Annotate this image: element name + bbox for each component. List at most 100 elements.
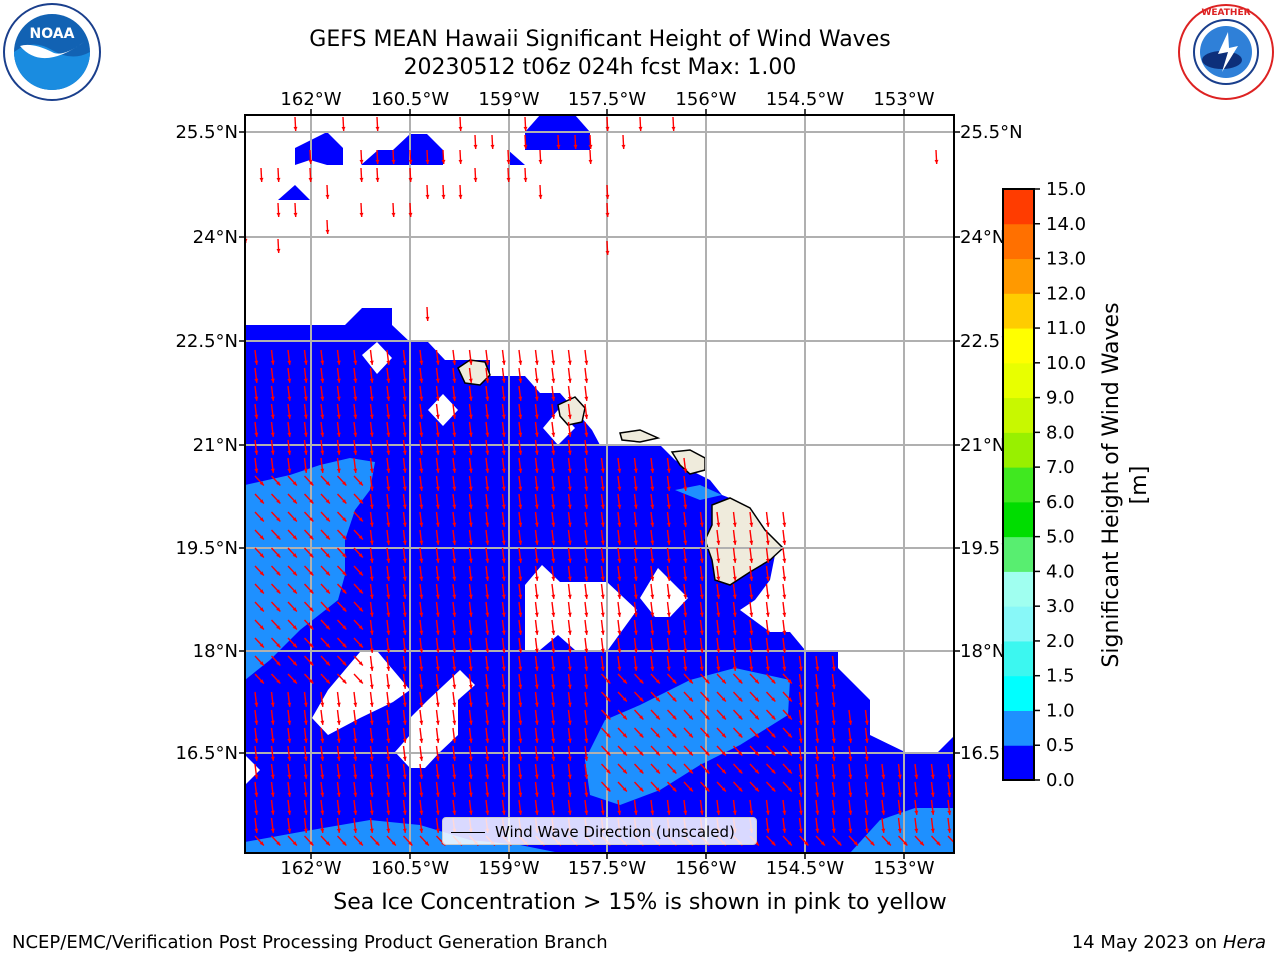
wave-direction-arrowhead	[386, 522, 391, 527]
wave-direction-arrowhead	[320, 738, 325, 743]
wave-direction-arrowhead	[600, 558, 605, 563]
wave-direction-arrowhead	[276, 661, 281, 666]
wave-direction-arrowhead	[485, 774, 490, 779]
wave-direction-arrowhead	[501, 540, 506, 545]
wave-direction-arrowhead	[485, 684, 490, 689]
wave-direction-arrowhead	[518, 522, 523, 527]
wave-direction-arrowhead	[336, 468, 341, 473]
wave-direction-arrowhead	[292, 643, 297, 648]
wave-direction-arrowhead	[259, 625, 264, 630]
wave-direction-arrowhead	[831, 774, 836, 779]
wave-direction-arrowhead	[782, 558, 787, 563]
lat-label-right: 25.5°N	[960, 122, 1023, 143]
wave-direction-arrowhead	[435, 666, 440, 671]
wave-direction-arrowhead	[815, 720, 820, 725]
wave-direction-arrowhead	[485, 720, 490, 725]
wave-direction-arrowhead	[721, 733, 726, 738]
wave-direction-arrowhead	[688, 769, 693, 774]
wave-direction-arrowhead	[787, 697, 792, 702]
wave-direction-arrowhead	[787, 715, 792, 720]
wave-direction-arrowhead	[259, 535, 264, 540]
colorbar-segment	[1003, 710, 1034, 746]
wave-direction-arrowhead	[485, 360, 490, 365]
wave-direction-arrowhead	[749, 630, 754, 635]
wave-direction-arrowhead	[650, 810, 655, 815]
noaa-logo: NOAA	[3, 3, 101, 101]
wave-direction-arrowhead	[501, 468, 506, 473]
wave-direction-arrowhead	[485, 432, 490, 437]
wave-direction-arrowhead	[534, 792, 539, 797]
wave-direction-arrowhead	[617, 612, 622, 617]
wave-direction-arrowhead	[402, 450, 407, 455]
wave-direction-arrowhead	[738, 769, 743, 774]
wave-direction-arrowhead	[617, 648, 622, 653]
wave-direction-arrowhead	[468, 666, 473, 671]
wave-direction-arrowhead	[336, 774, 341, 779]
wave-direction-arrowhead	[650, 558, 655, 563]
wave-direction-arrowhead	[633, 522, 638, 527]
wave-direction-arrowhead	[435, 594, 440, 599]
wave-direction-arrowhead	[485, 378, 490, 383]
wave-direction-arrowhead	[386, 360, 391, 365]
wave-direction-arrowhead	[815, 738, 820, 743]
wave-direction-arrowhead	[320, 360, 325, 365]
wave-direction-arrowhead	[551, 756, 556, 761]
wave-direction-arrowhead	[732, 810, 737, 815]
wave-direction-arrowhead	[419, 558, 424, 563]
wave-direction-arrowhead	[309, 661, 314, 666]
wave-direction-arrowhead	[798, 702, 803, 707]
wave-direction-arrowhead	[787, 841, 792, 846]
wave-direction-arrowhead	[435, 504, 440, 509]
wave-direction-arrowhead	[699, 558, 704, 563]
wave-direction-arrowhead	[485, 396, 490, 401]
wave-direction-arrowhead	[259, 571, 264, 576]
wave-direction-arrowhead	[815, 666, 820, 671]
wave-direction-arrowhead	[270, 810, 275, 815]
wave-direction-arrowhead	[688, 787, 693, 792]
wave-direction-arrowhead	[567, 648, 572, 653]
wave-direction-arrowhead	[353, 720, 358, 725]
wave-direction-arrowhead	[353, 738, 358, 743]
wave-direction-arrowhead	[567, 486, 572, 491]
colorbar-tick-label: 0.0	[1046, 770, 1075, 791]
wave-direction-arrowhead	[419, 522, 424, 527]
wave-direction-arrowhead	[386, 702, 391, 707]
wave-direction-arrowhead	[699, 522, 704, 527]
wave-direction-arrowhead	[320, 702, 325, 707]
wave-direction-arrowhead	[815, 702, 820, 707]
wave-direction-arrowhead	[254, 738, 259, 743]
wave-direction-arrowhead	[270, 738, 275, 743]
wave-direction-arrowhead	[386, 432, 391, 437]
wave-direction-arrowhead	[798, 666, 803, 671]
wave-direction-arrowhead	[408, 212, 413, 217]
wave-direction-arrowhead	[435, 432, 440, 437]
wave-direction-arrowhead	[358, 625, 363, 630]
wave-direction-arrowhead	[468, 468, 473, 473]
wave-direction-arrowhead	[633, 576, 638, 581]
wave-direction-arrowhead	[705, 697, 710, 702]
wave-direction-arrowhead	[699, 648, 704, 653]
wave-direction-arrowhead	[292, 553, 297, 558]
wave-direction-arrowhead	[683, 504, 688, 509]
wave-direction-arrowhead	[897, 792, 902, 797]
wave-direction-arrowhead	[419, 594, 424, 599]
colorbar-segment	[1003, 640, 1034, 677]
wave-direction-arrowhead	[369, 720, 374, 725]
wave-direction-arrowhead	[287, 414, 292, 419]
wave-direction-arrowhead	[270, 828, 275, 833]
date-label: 14 May 2023 on	[1071, 932, 1218, 953]
wave-direction-arrowhead	[485, 702, 490, 707]
wave-direction-arrowhead	[358, 589, 363, 594]
wave-direction-arrowhead	[270, 360, 275, 365]
wave-direction-arrowhead	[473, 144, 478, 149]
wave-direction-arrowhead	[485, 540, 490, 545]
wave-direction-arrowhead	[584, 432, 589, 437]
wave-direction-arrowhead	[584, 540, 589, 545]
wave-direction-arrowhead	[292, 517, 297, 522]
wave-direction-arrowhead	[600, 594, 605, 599]
wave-direction-arrowhead	[567, 540, 572, 545]
wave-direction-arrowhead	[259, 481, 264, 486]
wave-direction-arrowhead	[358, 517, 363, 522]
wave-direction-arrowhead	[716, 576, 721, 581]
wave-direction-arrowhead	[325, 481, 330, 486]
